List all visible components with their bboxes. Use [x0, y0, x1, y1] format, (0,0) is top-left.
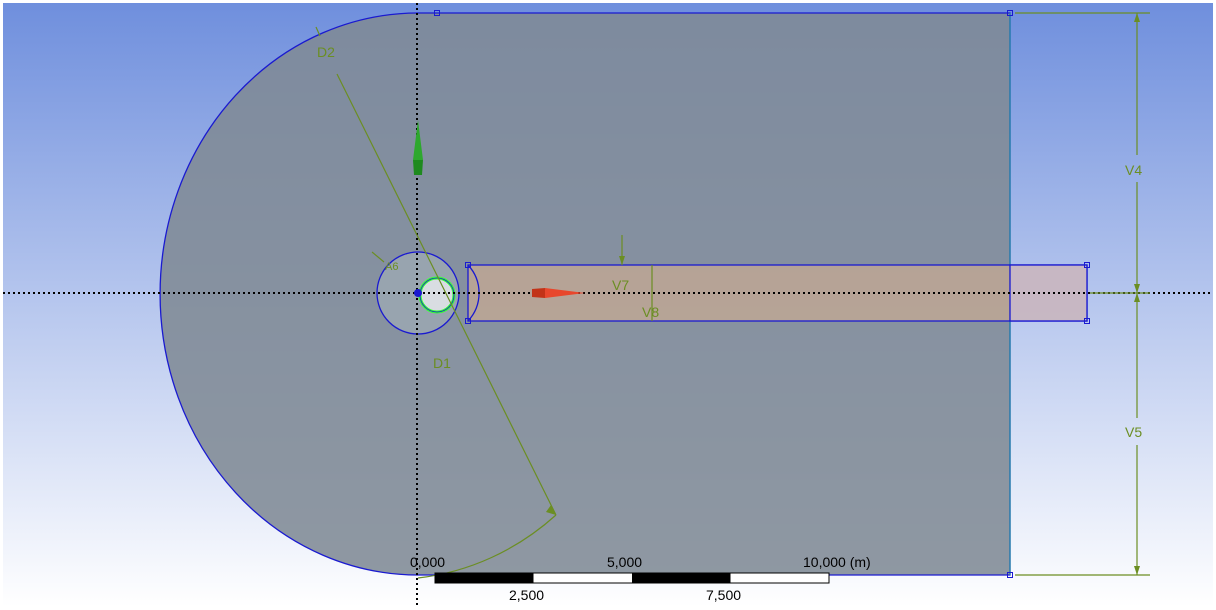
dimension-label-d2[interactable]: D2 [317, 44, 335, 60]
scale-label-2500: 2,500 [509, 587, 544, 603]
dimension-label-d1[interactable]: D1 [433, 355, 451, 371]
dimension-label-v7[interactable]: V7 [612, 277, 629, 293]
dimension-label-a6[interactable]: A6 [385, 261, 398, 273]
dimension-arrowheads [546, 13, 1140, 575]
vertex-handles[interactable] [434, 10, 1090, 578]
scale-label-7500: 7,500 [706, 587, 741, 603]
scale-ruler: 0,000 5,000 10,000 (m) 2,500 7,500 [410, 554, 871, 603]
dimension-label-v8[interactable]: V8 [642, 304, 659, 320]
dimension-lines [315, 12, 1150, 579]
origin-point[interactable] [414, 289, 422, 297]
scale-label-5000: 5,000 [607, 554, 642, 570]
scale-label-10000: 10,000 (m) [803, 554, 871, 570]
scale-label-0: 0,000 [410, 554, 445, 570]
x-axis-triad-arrow [545, 288, 585, 298]
y-axis-triad-arrow-base [413, 160, 423, 175]
dimension-label-v5[interactable]: V5 [1125, 424, 1142, 440]
y-axis-triad-arrow [413, 120, 423, 160]
x-axis-triad-arrow-base [532, 288, 545, 298]
dimension-label-v4[interactable]: V4 [1125, 162, 1142, 178]
